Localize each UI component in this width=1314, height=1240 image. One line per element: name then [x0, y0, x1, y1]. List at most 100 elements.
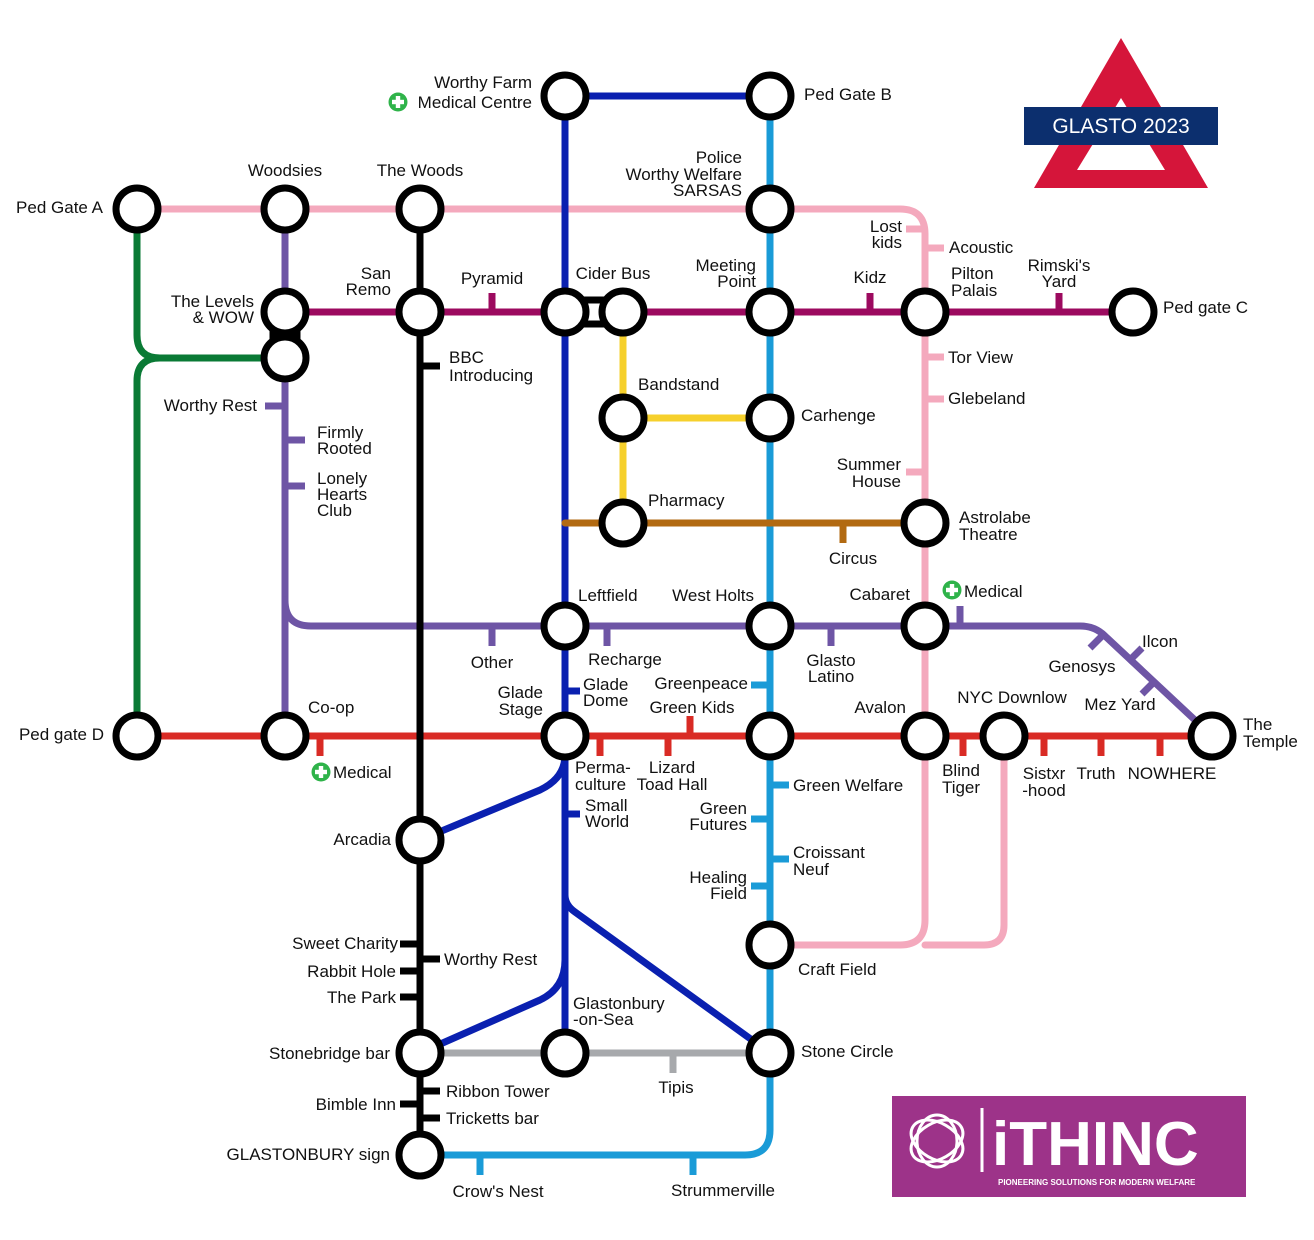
- label-crows-nest: Crow's Nest: [452, 1182, 543, 1201]
- label-rooted: Rooted: [317, 439, 372, 458]
- station-craft-field[interactable]: [745, 920, 795, 970]
- ithinc-brand: iTHINC PIONEERING SOLUTIONS FOR MODERN W…: [892, 1096, 1246, 1197]
- label-coop: Co-op: [308, 698, 354, 717]
- label-carhenge: Carhenge: [801, 406, 876, 425]
- station-ped-gate-d[interactable]: [112, 711, 162, 761]
- label-neuf: Neuf: [793, 860, 829, 879]
- label-sweet-charity: Sweet Charity: [292, 934, 398, 953]
- station-avalon[interactable]: [900, 711, 950, 761]
- station-woodsies[interactable]: [260, 184, 310, 234]
- darkblue-arcadia-branch: [416, 751, 569, 844]
- station-carhenge[interactable]: [745, 393, 795, 443]
- station-stonebridge[interactable]: [395, 1028, 445, 1078]
- label-the-woods: The Woods: [377, 161, 464, 180]
- label-strummerville: Strummerville: [671, 1181, 775, 1200]
- label-pyramid: Pyramid: [461, 269, 523, 288]
- label-latino: Latino: [808, 667, 854, 686]
- label-nowhere: NOWHERE: [1128, 764, 1217, 783]
- label-leftfield: Leftfield: [578, 586, 638, 605]
- label-stone-circle: Stone Circle: [801, 1042, 894, 1061]
- station-glade-stage[interactable]: [540, 711, 590, 761]
- label-glade-dome: Glade: [583, 675, 628, 694]
- station-green-kids[interactable]: [745, 711, 795, 761]
- label-pharmacy: Pharmacy: [648, 491, 725, 510]
- label-sistxr: Sistxr: [1023, 764, 1066, 783]
- station-worthy-farm[interactable]: [540, 71, 590, 121]
- station-labels: Worthy Farm Medical Centre Ped Gate B Po…: [16, 73, 1298, 1201]
- label-ped-gate-d: Ped gate D: [19, 725, 104, 744]
- label-meeting: Meeting: [696, 256, 756, 275]
- station-the-levels[interactable]: [260, 287, 310, 337]
- station-ped-gate-b[interactable]: [745, 71, 795, 121]
- label-nyc-downlow: NYC Downlow: [957, 688, 1067, 707]
- brand-swirl-icon: [909, 1113, 965, 1169]
- label-pilton: Pilton: [951, 264, 994, 283]
- station-ped-gate-a[interactable]: [112, 184, 162, 234]
- label-remo: Remo: [346, 280, 391, 299]
- label-hearts: Hearts: [317, 485, 367, 504]
- station-the-levels-lower[interactable]: [260, 333, 310, 383]
- label-mez-yard: Mez Yard: [1084, 695, 1155, 714]
- station-ped-gate-c[interactable]: [1108, 287, 1158, 337]
- station-bandstand[interactable]: [598, 393, 648, 443]
- label-hood: -hood: [1022, 781, 1065, 800]
- station-police[interactable]: [745, 184, 795, 234]
- label-glebeland: Glebeland: [948, 389, 1026, 408]
- station-cider-bus-east[interactable]: [598, 287, 648, 337]
- medical-icon: [388, 92, 408, 112]
- label-greenpeace: Greenpeace: [654, 674, 748, 693]
- station-glastonbury-sea[interactable]: [540, 1028, 590, 1078]
- label-ribbon-tower: Ribbon Tower: [446, 1082, 550, 1101]
- station-west-holts[interactable]: [745, 601, 795, 651]
- label-yard: Yard: [1042, 272, 1077, 291]
- station-the-woods[interactable]: [395, 184, 445, 234]
- label-temple: Temple: [1243, 732, 1298, 751]
- pink-nyc-loop: [921, 732, 1008, 949]
- label-worthy-rest-w: Worthy Rest: [164, 396, 257, 415]
- label-genosys: Genosys: [1048, 657, 1115, 676]
- station-cider-bus-west[interactable]: [540, 287, 590, 337]
- label-firmly: Firmly: [317, 423, 364, 442]
- station-san-remo[interactable]: [395, 287, 445, 337]
- label-recharge: Recharge: [588, 650, 662, 669]
- station-stone-circle[interactable]: [745, 1028, 795, 1078]
- label-green-welfare: Green Welfare: [793, 776, 903, 795]
- station-pilton-palais[interactable]: [900, 287, 950, 337]
- label-toad-hall: Toad Hall: [637, 775, 708, 794]
- label-introducing: Introducing: [449, 366, 533, 385]
- label-small: Small: [585, 796, 628, 815]
- label-cider-bus: Cider Bus: [576, 264, 651, 283]
- label-medical-e: Medical: [964, 582, 1023, 601]
- station-cabaret[interactable]: [900, 601, 950, 651]
- label-bbc: BBC: [449, 348, 484, 367]
- label-on-sea: -on-Sea: [573, 1010, 634, 1029]
- label-worthy-welfare: Worthy Welfare: [625, 165, 742, 184]
- brand-panel-accent: [892, 1096, 1246, 1197]
- label-perma: Perma-: [575, 758, 631, 777]
- station-arcadia[interactable]: [395, 815, 445, 865]
- label-kidz: Kidz: [853, 268, 886, 287]
- green-line: [133, 205, 289, 362]
- label-the-levels: The Levels: [171, 292, 254, 311]
- glasto-logo: GLASTO 2023: [1024, 38, 1218, 188]
- brand-panel: [892, 1096, 1246, 1197]
- label-circus: Circus: [829, 549, 877, 568]
- station-coop[interactable]: [260, 711, 310, 761]
- label-rimskis: Rimski's: [1028, 256, 1091, 275]
- tick-mez-yard: [1139, 677, 1159, 697]
- station-astrolabe[interactable]: [900, 498, 950, 548]
- label-rabbit-hole: Rabbit Hole: [307, 962, 396, 981]
- label-culture: culture: [575, 775, 626, 794]
- label-stonebridge: Stonebridge bar: [269, 1044, 390, 1063]
- tick-genosys: [1087, 631, 1107, 651]
- station-the-temple[interactable]: [1187, 711, 1237, 761]
- label-lonely: Lonely: [317, 469, 368, 488]
- station-nyc-downlow[interactable]: [979, 711, 1029, 761]
- station-meeting-point[interactable]: [745, 287, 795, 337]
- station-leftfield[interactable]: [540, 601, 590, 651]
- label-field: Field: [710, 884, 747, 903]
- station-glastonbury-sign[interactable]: [395, 1130, 445, 1180]
- label-san: San: [361, 264, 391, 283]
- station-pharmacy[interactable]: [598, 498, 648, 548]
